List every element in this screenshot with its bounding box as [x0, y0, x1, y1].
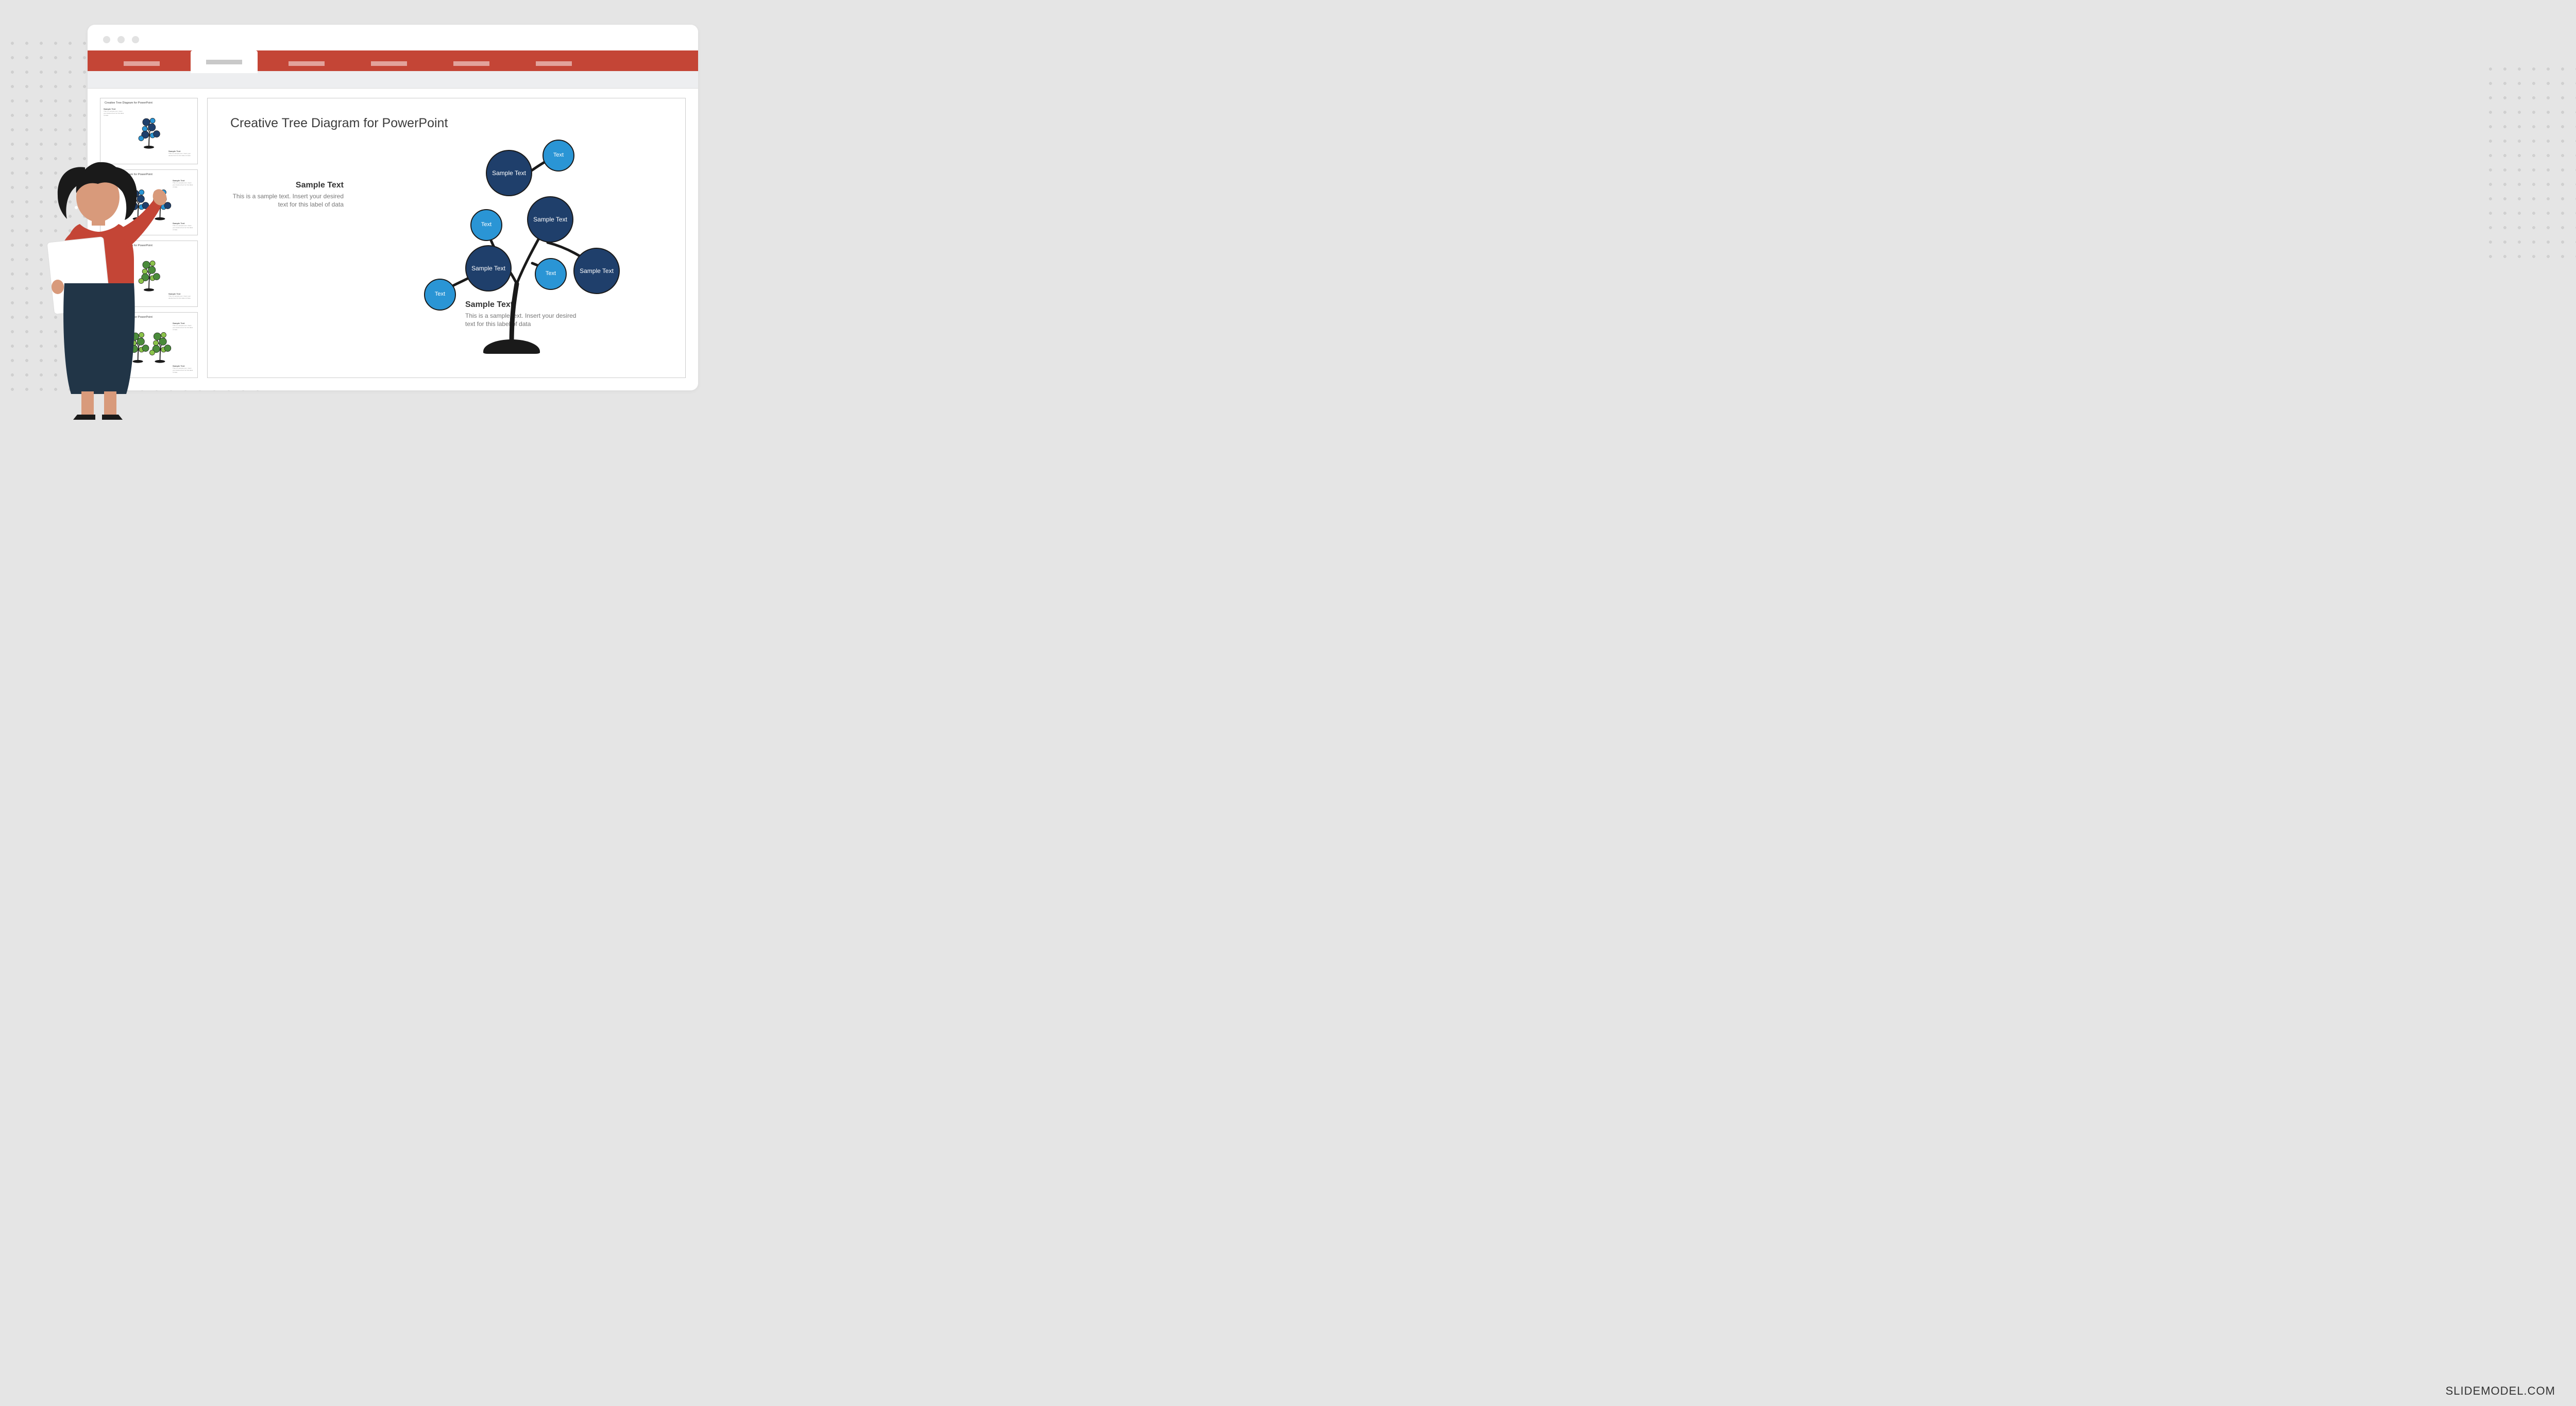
main-slide-canvas[interactable]: Creative Tree Diagram for PowerPoint Sam…	[207, 98, 686, 378]
tree-node: Text	[470, 209, 502, 241]
tree-node: Sample Text	[465, 245, 512, 292]
tree-node: Text	[424, 279, 456, 311]
editor-content: Creative Tree Diagram for PowerPoint Sam…	[88, 89, 698, 387]
traffic-dot	[132, 36, 139, 43]
thumb-caption: Sample Text This is a sample text. Inser…	[173, 365, 194, 373]
thumb-caption: Sample Text This is a sample text. Inser…	[173, 322, 194, 331]
ribbon-tab-placeholder	[289, 61, 325, 66]
presenter-illustration	[36, 157, 175, 420]
brand-watermark: SLIDEMODEL.COM	[2446, 1384, 2555, 1398]
caption-left: Sample Text This is a sample text. Inser…	[225, 181, 344, 209]
tree-diagram: Sample TextTextTextSample TextSample Tex…	[362, 129, 646, 356]
ribbon-tab[interactable]	[438, 56, 505, 71]
ribbon-tab-placeholder	[124, 61, 160, 66]
ribbon-toolbar	[88, 71, 698, 89]
ribbon-tab-placeholder	[536, 61, 572, 66]
bg-dots-right	[2483, 62, 2576, 268]
app-window: Creative Tree Diagram for PowerPoint Sam…	[88, 25, 698, 390]
ribbon-tab[interactable]	[191, 50, 258, 73]
tree-node: Text	[543, 140, 574, 172]
ribbon-tab[interactable]	[273, 56, 340, 71]
ribbon-tab-placeholder	[453, 61, 489, 66]
ribbon-tab[interactable]	[355, 56, 422, 71]
traffic-dot	[117, 36, 125, 43]
thumb-caption: Sample Text This is a sample text. Inser…	[173, 179, 194, 188]
tree-node: Sample Text	[573, 248, 620, 294]
caption-body: This is a sample text. Insert your desir…	[225, 192, 344, 209]
ribbon-tab[interactable]	[520, 56, 587, 71]
tree-node: Text	[535, 258, 567, 290]
ribbon-tab-placeholder	[206, 60, 242, 64]
tree-node: Sample Text	[486, 150, 532, 196]
thumb-caption: Sample Text This is a sample text. Inser…	[173, 222, 194, 231]
window-traffic-lights	[88, 25, 698, 50]
slide-title: Creative Tree Diagram for PowerPoint	[230, 116, 663, 131]
ribbon-tab[interactable]	[108, 56, 175, 71]
traffic-dot	[103, 36, 110, 43]
tree-node: Sample Text	[527, 196, 573, 243]
slide-thumbnail[interactable]: Creative Tree Diagram for PowerPoint Sam…	[100, 98, 198, 164]
ribbon	[88, 50, 698, 71]
caption-heading: Sample Text	[225, 181, 344, 190]
thumb-caption: Sample Text This is a sample text. Inser…	[104, 108, 125, 116]
thumb-title: Creative Tree Diagram for PowerPoint	[105, 101, 193, 105]
ribbon-tab-placeholder	[371, 61, 407, 66]
thumb-tree-icon	[123, 108, 175, 159]
